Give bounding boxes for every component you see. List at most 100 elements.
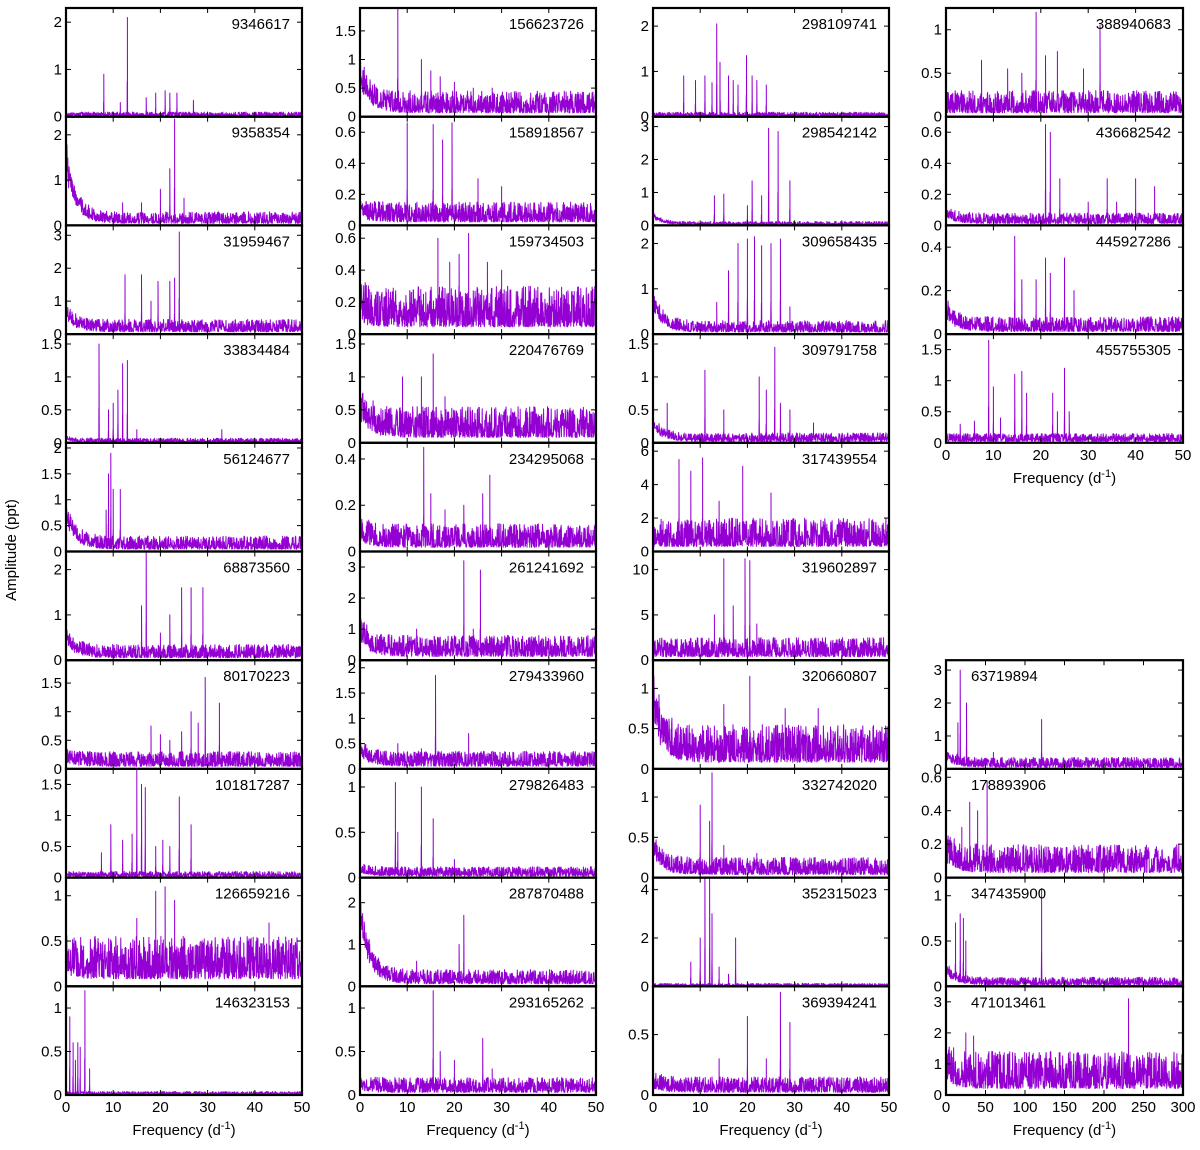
panel-56124677: 0 0.5 1 1.5 2 56124677 (41, 440, 304, 561)
y-tick-label: 0.5 (41, 1044, 62, 1061)
y-tick-label: 1 (934, 22, 942, 39)
spectrum-261241692 (359, 560, 597, 657)
spectrum-455755305 (945, 339, 1184, 442)
y-tick-label: 3 (348, 559, 356, 576)
y-tick-label: 0.5 (921, 933, 942, 950)
y-tick-label: 1 (54, 888, 62, 905)
x-tick-label: 50 (881, 1099, 898, 1116)
spectrum-293165262 (359, 990, 597, 1093)
y-tick-label: 3 (934, 662, 942, 679)
panel-label: 63719894 (971, 668, 1038, 685)
panel-63719894: 0 1 2 3 63719894 (934, 659, 1185, 778)
panel-label: 31959467 (223, 233, 290, 250)
y-tick-label: 0 (641, 652, 649, 669)
spectrum-317439554 (652, 457, 890, 547)
panel-287870488: 0 1 2 287870488 (348, 876, 598, 995)
y-tick-label: 0.4 (335, 262, 356, 279)
panel-158918567: 0 0.2 0.4 0.6 158918567 (335, 115, 598, 234)
panel-label: 445927286 (1096, 233, 1171, 250)
y-tick-label: 1 (641, 184, 649, 201)
y-tick-label: 3 (641, 119, 649, 136)
panel-label: 126659216 (215, 886, 290, 903)
spectrum-298109741 (652, 23, 890, 117)
panel-label: 347435900 (971, 886, 1046, 903)
y-tick-label: 2 (54, 562, 62, 579)
y-tick-label: 0 (934, 217, 942, 234)
y-tick-label: 1.5 (41, 776, 62, 793)
x-tick-label: 30 (786, 1099, 803, 1116)
y-tick-label: 2 (348, 895, 356, 912)
x-tick-label: 0 (62, 1099, 70, 1116)
y-tick-label: 2 (641, 18, 649, 35)
panel-label: 436682542 (1096, 125, 1171, 142)
y-tick-label: 2 (641, 152, 649, 169)
panel-298109741: 0 1 2 298109741 (641, 6, 891, 126)
y-tick-label: 0 (54, 1087, 62, 1104)
y-tick-label: 0 (641, 109, 649, 126)
y-tick-label: 0 (641, 1087, 649, 1104)
y-tick-label: 1 (54, 492, 62, 509)
spectrum-436682542 (945, 124, 1184, 224)
panel-label: 319602897 (802, 560, 877, 577)
panel-label: 287870488 (509, 886, 584, 903)
x-tick-label: 50 (977, 1099, 994, 1116)
y-tick-label: 0.2 (921, 186, 942, 203)
panel-369394241: 0 0.5 0 10 20 30 40 50 369394241 Frequency (d-1) (628, 985, 898, 1139)
panel-label: 455755305 (1096, 342, 1171, 359)
y-tick-label: 0 (641, 544, 649, 561)
y-tick-label: 0 (934, 109, 942, 126)
x-tick-label: 50 (1175, 447, 1192, 464)
spectrum-156623726 (359, 7, 597, 114)
y-tick-label: 0 (641, 435, 649, 452)
panel-label: 178893906 (971, 777, 1046, 794)
y-tick-label: 1 (348, 1000, 356, 1017)
y-tick-label: 1 (54, 607, 62, 624)
spectrum-126659216 (65, 886, 303, 980)
y-tick-label: 0 (641, 978, 649, 995)
x-tick-label: 30 (493, 1099, 510, 1116)
panel-label: 146323153 (215, 994, 290, 1011)
x-tick-label: 50 (294, 1099, 311, 1116)
plot-frame (651, 985, 891, 1097)
x-tick-label: 150 (1052, 1099, 1077, 1116)
spectrum-369394241 (652, 991, 890, 1093)
panel-261241692: 0 1 2 3 261241692 (348, 550, 598, 669)
y-tick-label: 0 (641, 217, 649, 234)
y-tick-label: 1 (641, 63, 649, 80)
y-tick-label: 0.4 (921, 803, 942, 820)
x-tick-label: 0 (649, 1099, 657, 1116)
panel-label: 101817287 (215, 777, 290, 794)
panel-101817287: 0 0.5 1 1.5 101817287 (41, 767, 304, 887)
y-tick-label: 2 (54, 440, 62, 457)
y-tick-label: 1 (348, 621, 356, 638)
spectrum-220476769 (359, 353, 597, 438)
y-tick-label: 0 (934, 435, 942, 452)
y-tick-label: 0 (641, 870, 649, 887)
y-tick-label: 2 (641, 930, 649, 947)
panel-126659216: 0 0.5 1 126659216 (41, 876, 304, 995)
y-tick-label: 2 (54, 14, 62, 31)
y-tick-label: 0.5 (41, 933, 62, 950)
y-tick-label: 0 (54, 544, 62, 561)
spectrum-159734503 (359, 232, 597, 328)
panel-352315023: 0 2 4 352315023 (641, 876, 891, 995)
x-tick-label: 200 (1091, 1099, 1116, 1116)
y-tick-label: 0 (348, 870, 356, 887)
y-tick-label: 0 (54, 435, 62, 452)
x-tick-label: 50 (588, 1099, 605, 1116)
panel-label: 309791758 (802, 342, 877, 359)
panel-178893906: 0 0.2 0.4 0.6 178893906 (921, 767, 1185, 887)
y-tick-label: 0 (348, 544, 356, 561)
y-tick-label: 0.5 (335, 824, 356, 841)
y-tick-label: 3 (934, 994, 942, 1011)
y-tick-label: 1.5 (335, 336, 356, 353)
y-tick-label: 0.5 (628, 829, 649, 846)
plot-frame (358, 985, 598, 1097)
y-tick-label: 0 (348, 1087, 356, 1104)
y-tick-label: 0.5 (921, 404, 942, 421)
panel-label: 471013461 (971, 994, 1046, 1011)
x-tick-label: 20 (739, 1099, 756, 1116)
y-tick-label: 1 (641, 680, 649, 697)
y-tick-label: 1 (934, 728, 942, 745)
